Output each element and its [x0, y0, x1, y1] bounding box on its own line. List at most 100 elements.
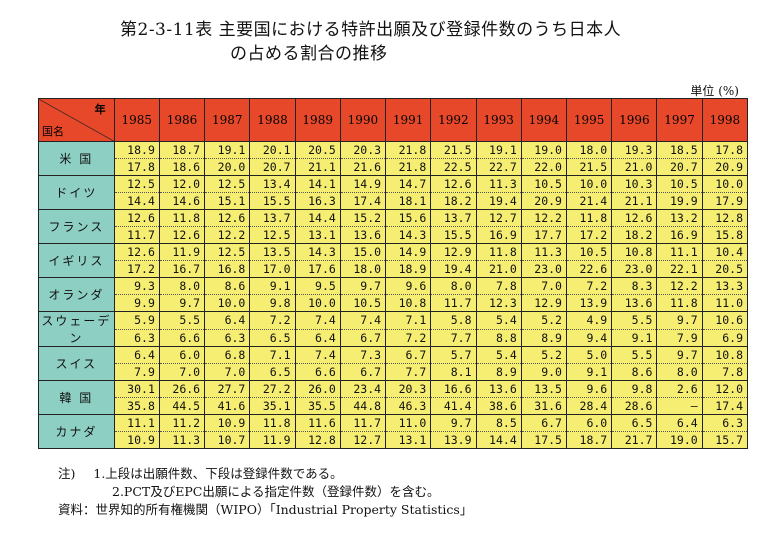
data-table: 年 国名 1985 1986 1987 1988 1989 1990 1991 1992 199… — [38, 98, 749, 449]
registration-cell: 6.6 — [294, 363, 341, 381]
title-line-1: 第2-3-11表 主要国における特許出願及び登録件数のうち日本人 — [120, 20, 622, 40]
application-cell: 26.6 — [158, 380, 206, 398]
application-cell: 12.2 — [656, 277, 703, 295]
registration-cell: 17.7 — [520, 226, 567, 244]
registration-cell: 19.4 — [430, 260, 477, 278]
registration-cell: 18.2 — [611, 226, 658, 244]
application-cell: 7.4 — [294, 311, 341, 330]
table-row-registrations: 10.9 11.3 10.7 11.9 12.8 12.7 13.1 13.9 14.4 17.5… — [39, 431, 749, 449]
registration-cell: 9.0 — [520, 363, 567, 381]
registration-cell: 12.7 — [339, 431, 387, 449]
application-cell: 7.0 — [520, 277, 567, 295]
application-cell: 9.1 — [249, 277, 296, 295]
registration-cell: 13.1 — [385, 431, 432, 449]
application-cell: 6.0 — [158, 346, 206, 364]
application-cell: 12.6 — [204, 209, 251, 227]
registration-cell: 16.9 — [475, 226, 522, 244]
application-cell: 5.0 — [565, 346, 613, 364]
country-name: カナダ — [38, 414, 115, 449]
country-name: ドイツ — [38, 175, 115, 210]
application-cell: 11.8 — [158, 209, 206, 227]
registration-cell: 28.4 — [565, 397, 613, 415]
registration-cell: 20.9 — [701, 158, 749, 176]
table-row-registrations: 6.3 6.6 6.3 6.5 6.4 6.7 7.2 7.7 8.8 8.9 9.4 9.1 7.9 6… — [39, 328, 749, 347]
application-cell: 11.1 — [113, 414, 160, 432]
registration-cell: 7.8 — [701, 363, 749, 381]
registration-cell: 23.0 — [520, 260, 567, 278]
registration-cell: 10.0 — [294, 294, 341, 312]
registration-cell: 21.1 — [294, 158, 341, 176]
application-cell: 16.6 — [430, 380, 477, 398]
application-cell: 6.5 — [611, 414, 658, 432]
registration-cell: 18.2 — [430, 192, 477, 210]
registration-cell: 14.6 — [158, 192, 206, 210]
application-cell: 18.9 — [113, 141, 160, 159]
registration-cell: 16.9 — [656, 226, 703, 244]
application-cell: 13.7 — [249, 209, 296, 227]
registration-cell: 9.7 — [158, 294, 206, 312]
table-row-applications: ドイツ 12.5 12.0 12.5 13.4 14.1 14.9 14.7 12.6 11.3 1… — [38, 175, 749, 210]
application-cell: 19.3 — [611, 141, 658, 159]
registration-cell: 7.9 — [113, 363, 160, 381]
registration-cell: 35.5 — [294, 397, 341, 415]
registration-cell: 18.1 — [385, 192, 432, 210]
registration-cell: 20.7 — [249, 158, 296, 176]
registration-cell: 21.5 — [565, 158, 613, 176]
application-cell: 11.8 — [249, 414, 296, 432]
corner-cell: 年 国名 — [38, 98, 115, 142]
title-line-2: の占める割合の推移 — [230, 44, 388, 64]
note-label: 注) — [58, 466, 76, 481]
application-cell: 10.8 — [611, 243, 658, 261]
application-cell: 9.5 — [294, 277, 341, 295]
table-row-applications: イギリス 12.6 11.9 12.5 13.5 14.3 15.0 14.9 12.9 11.8… — [38, 243, 749, 278]
application-cell: 13.6 — [475, 380, 522, 398]
application-cell: 12.8 — [701, 209, 749, 227]
application-cell: 21.5 — [430, 141, 477, 159]
application-cell: 18.7 — [158, 141, 206, 159]
table-row-registrations: 35.8 44.5 41.6 35.1 35.5 44.8 46.3 41.4 38.6 31.6… — [39, 397, 749, 415]
registration-cell: 17.0 — [249, 260, 296, 278]
note-2: 2.PCT及びEPC出願による指定件数（登録件数）を含む。 — [112, 484, 440, 499]
registration-cell: 21.0 — [611, 158, 658, 176]
registration-cell: 44.8 — [339, 397, 387, 415]
registration-cell: 13.1 — [294, 226, 341, 244]
application-cell: 12.6 — [113, 243, 160, 261]
application-cell: 27.7 — [204, 380, 251, 398]
registration-cell: 7.0 — [158, 363, 206, 381]
application-cell: 9.7 — [339, 277, 387, 295]
application-cell: 15.0 — [339, 243, 387, 261]
application-cell: 5.2 — [520, 346, 567, 364]
registration-cell: 23.0 — [611, 260, 658, 278]
application-cell: 12.6 — [113, 209, 160, 227]
application-cell: 14.7 — [385, 175, 432, 193]
application-cell: 11.7 — [339, 414, 387, 432]
registration-cell: 15.8 — [701, 226, 749, 244]
country-name: 米 国 — [38, 141, 115, 176]
registration-cell: 8.9 — [520, 328, 567, 347]
registration-cell: 8.8 — [475, 328, 522, 347]
registration-cell: 6.5 — [249, 363, 296, 381]
country-name: スウェーデン — [38, 311, 115, 347]
table-row-applications: スイス 6.4 6.0 6.8 7.1 7.4 7.3 6.7 5.7 5.4 5.2 5.0 5.5 9… — [38, 346, 749, 381]
note-1: 1.上段は出願件数、下段は登録件数である。 — [93, 466, 343, 481]
note-line-1: 注) 1.上段は出願件数、下段は登録件数である。 — [58, 465, 472, 483]
application-cell: 12.5 — [204, 243, 251, 261]
year-header: 1993 — [475, 98, 522, 142]
registration-cell: 21.8 — [385, 158, 432, 176]
application-cell: 12.7 — [475, 209, 522, 227]
application-cell: 11.6 — [294, 414, 341, 432]
application-cell: 5.7 — [430, 346, 477, 364]
registration-cell: 12.6 — [158, 226, 206, 244]
registration-cell: 9.9 — [113, 294, 160, 312]
application-cell: 7.4 — [339, 311, 387, 330]
application-cell: 5.9 — [113, 311, 160, 330]
application-cell: 11.8 — [565, 209, 613, 227]
registration-cell: 19.9 — [656, 192, 703, 210]
registration-cell: 7.7 — [430, 328, 477, 347]
application-cell: 6.4 — [113, 346, 160, 364]
registration-cell: 21.7 — [611, 431, 658, 449]
application-cell: 8.0 — [158, 277, 206, 295]
application-cell: 11.8 — [475, 243, 522, 261]
registration-cell: 6.6 — [158, 328, 206, 347]
registration-cell: 8.1 — [430, 363, 477, 381]
